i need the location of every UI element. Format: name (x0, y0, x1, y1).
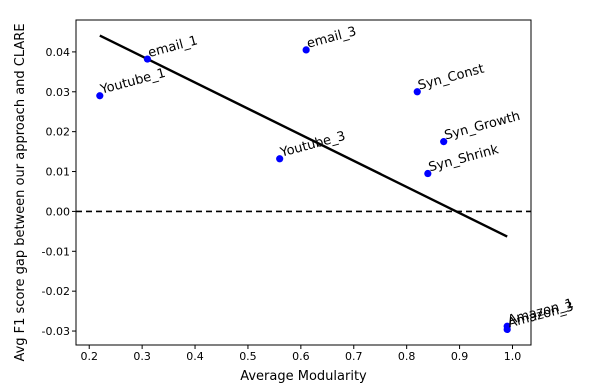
x-tick-label: 0.6 (292, 350, 310, 363)
data-point-email-3 (302, 46, 310, 54)
x-tick-label: 0.5 (239, 350, 257, 363)
y-tick-label: 0.02 (46, 126, 71, 139)
data-point-syn-growth (440, 138, 448, 146)
data-point-youtube-1 (96, 92, 104, 100)
x-tick-label: 1.0 (504, 350, 522, 363)
plot-frame (75, 19, 532, 346)
y-axis-label: Avg F1 score gap between our approach an… (13, 23, 28, 361)
x-tick-label: 0.4 (186, 350, 204, 363)
data-point-syn-shrink (424, 169, 432, 178)
x-tick-label: 0.2 (80, 350, 98, 363)
axes: 0.2 0.3 0.4 0.5 0.6 0.7 0.8 0.9 1.0 0.04 0.03 0.02 0… (42, 19, 532, 363)
y-tick-label: 0.04 (46, 46, 71, 59)
x-tick-label: 0.9 (451, 350, 469, 363)
x-axis-label: Average Modularity (240, 369, 367, 384)
y-tick-label: -0.03 (42, 325, 70, 338)
data-point-youtube-3 (276, 155, 284, 163)
y-tick-label: -0.02 (42, 285, 70, 298)
x-tick-label: 0.3 (133, 350, 151, 363)
y-tick-label: 0.03 (46, 86, 71, 99)
y-tick-label: 0.00 (46, 205, 71, 218)
y-tick-label: 0.01 (46, 166, 71, 179)
data-point-email-1 (143, 55, 152, 63)
trend-line (99, 34, 508, 238)
x-tick-label: 0.8 (398, 350, 416, 363)
data-point-amazon-3 (503, 325, 511, 334)
x-tick-label: 0.7 (345, 350, 363, 363)
data-point-syn-const (413, 88, 421, 96)
y-tick-label: -0.01 (42, 245, 70, 258)
